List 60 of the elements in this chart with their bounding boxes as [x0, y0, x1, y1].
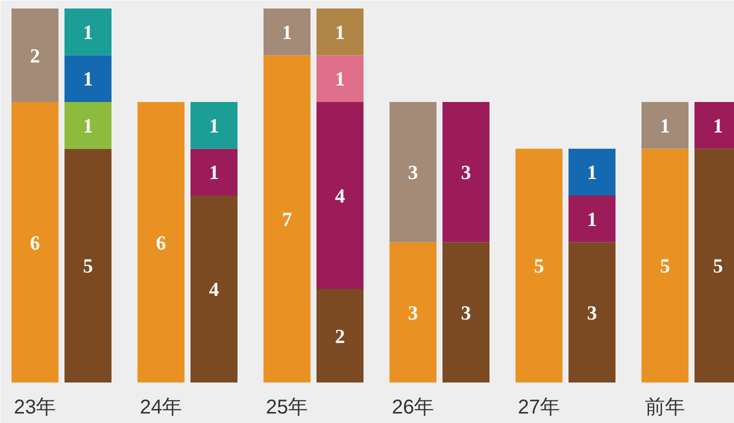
data-label: 4: [335, 186, 345, 208]
data-label: 1: [83, 115, 93, 138]
data-label: 5: [713, 256, 723, 278]
bar: [568, 148, 616, 196]
bar: [64, 55, 112, 102]
bar: [64, 148, 112, 382]
bar: [568, 242, 616, 382]
data-label: 1: [587, 162, 597, 184]
data-label: 4: [209, 279, 219, 301]
data-label: 1: [282, 22, 292, 44]
x-tick-label: 24年: [140, 396, 182, 418]
bar: [390, 102, 436, 242]
data-label: 1: [335, 68, 345, 91]
data-label: 5: [660, 256, 670, 278]
bar: [64, 102, 112, 149]
data-label: 6: [30, 232, 40, 254]
data-label: 2: [30, 45, 40, 68]
data-label: 1: [209, 162, 219, 184]
bar: [264, 55, 310, 382]
data-label: 5: [83, 256, 93, 278]
data-label: 3: [408, 162, 418, 184]
bar: [568, 196, 616, 242]
bar: [316, 55, 364, 102]
data-label: 1: [587, 208, 597, 231]
data-label: 1: [83, 22, 93, 44]
data-label: 1: [335, 22, 345, 44]
data-label: 5: [534, 256, 544, 278]
bar: [316, 102, 364, 289]
data-label: 3: [461, 302, 471, 324]
data-label: 7: [282, 208, 292, 231]
data-label: 3: [587, 302, 597, 324]
bar: [442, 242, 490, 382]
data-label: 3: [461, 162, 471, 184]
data-label: 1: [713, 115, 723, 138]
bar: [190, 196, 238, 382]
bar: [642, 148, 688, 382]
data-label: 3: [408, 302, 418, 324]
x-tick-label: 23年: [14, 396, 56, 418]
bar: [264, 8, 310, 56]
bar: [12, 102, 58, 382]
data-label: 1: [209, 115, 219, 138]
x-tick-label: 25年: [266, 396, 308, 418]
x-tick-label: 26年: [392, 396, 434, 418]
data-label: 1: [83, 68, 93, 91]
bar: [642, 102, 688, 149]
bar: [316, 289, 364, 382]
bar: [316, 8, 364, 56]
bar: [190, 148, 238, 196]
bar: [442, 102, 490, 242]
data-label: 6: [156, 232, 166, 254]
bar: [64, 8, 112, 56]
data-label: 1: [660, 115, 670, 138]
bar: [12, 8, 58, 102]
bar: [138, 102, 184, 382]
bar: [190, 102, 238, 149]
bar: [516, 148, 562, 382]
data-label: 2: [335, 326, 345, 348]
x-tick-label: 前年: [645, 396, 685, 418]
bar: [390, 242, 436, 382]
x-tick-label: 27年: [518, 396, 560, 418]
